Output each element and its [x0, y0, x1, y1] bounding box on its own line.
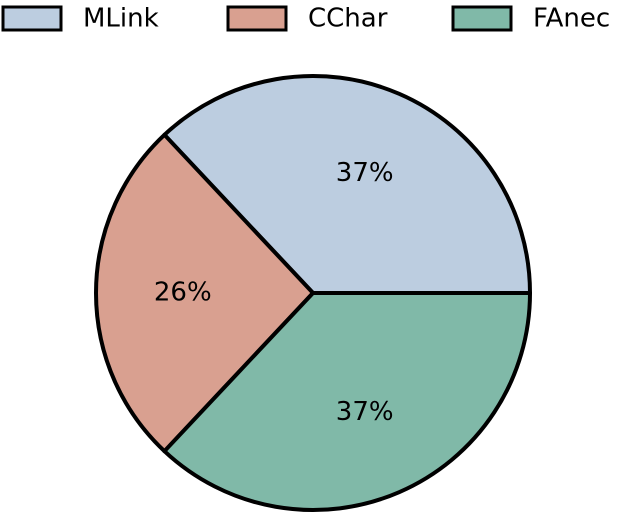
legend-swatch	[451, 5, 513, 32]
legend-label: MLink	[83, 4, 159, 34]
legend-label: CChar	[308, 4, 388, 34]
pie-slice	[94, 132, 315, 454]
pie-slice	[162, 74, 532, 295]
slice-label: 37%	[336, 158, 394, 188]
slice-label: 37%	[336, 397, 394, 427]
legend-swatch	[1, 5, 63, 32]
pie-slice	[162, 291, 532, 512]
legend-swatch	[226, 5, 288, 32]
slice-label: 26%	[154, 278, 212, 308]
legend-label: FAnec	[533, 4, 610, 34]
